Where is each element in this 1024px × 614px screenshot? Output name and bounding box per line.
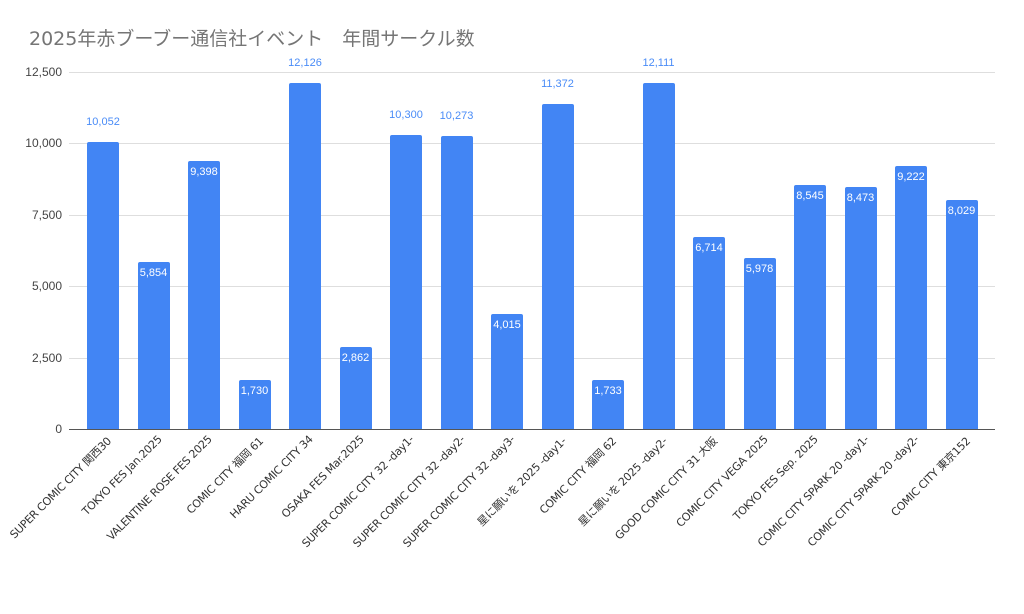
gridline [69, 72, 995, 73]
x-tick-label: SUPER COMIC CITY 32 -day1- [299, 432, 417, 551]
bar[interactable] [390, 134, 422, 429]
bar[interactable] [137, 261, 170, 429]
data-label: 10,052 [86, 115, 120, 128]
bar[interactable] [188, 160, 220, 429]
x-tick-label: COMIC CITY 福岡 62 [537, 434, 619, 517]
y-tick-label: 2,500 [31, 350, 62, 365]
bar[interactable] [743, 258, 776, 429]
data-label: 5,978 [745, 263, 774, 276]
bar[interactable] [895, 165, 927, 429]
bar[interactable] [794, 184, 826, 429]
x-tick-label: TOKYO FES Sep. 2025 [730, 432, 821, 523]
bar[interactable] [238, 379, 271, 429]
data-label: 11,372 [541, 78, 574, 91]
data-label: 2,862 [341, 352, 370, 365]
y-tick-label: 7,500 [31, 207, 62, 222]
x-tick-label: COMIC CITY 東京152 [888, 434, 973, 520]
x-tick-label: 星に願いを 2025 -day1- [474, 434, 569, 529]
data-label: 1,730 [240, 384, 269, 397]
x-tick-label: COMIC CITY VEGA 2025 [673, 432, 771, 530]
data-label: 9,222 [897, 170, 925, 183]
chart-title: 2025年赤ブーブー通信社イベント 年間サークル数 [29, 28, 475, 50]
bar[interactable] [844, 187, 877, 429]
bar[interactable] [945, 199, 978, 429]
data-label: 10,273 [439, 109, 474, 122]
plot-area: 0 2,500 5,000 7,500 10,000 12,500 10,052 SUPER … [7, 56, 995, 550]
x-axis-line [69, 428, 995, 430]
data-label: 6,714 [695, 242, 723, 255]
bar[interactable] [87, 141, 119, 429]
gridline [69, 357, 995, 359]
y-tick-label: 10,000 [25, 136, 62, 151]
bar[interactable] [440, 135, 473, 429]
bar[interactable] [289, 82, 321, 429]
bar[interactable] [642, 83, 675, 429]
data-label: 4,015 [493, 319, 521, 332]
gridline [69, 214, 995, 216]
bar[interactable] [592, 379, 624, 429]
gridline [69, 286, 995, 288]
data-label: 1,733 [594, 384, 622, 397]
data-label: 8,473 [846, 192, 875, 204]
data-label: 5,854 [139, 266, 168, 279]
x-tick-label: HARU COMIC CITY 34 [227, 432, 316, 522]
data-label: 12,126 [288, 56, 322, 69]
data-label: 12,111 [642, 57, 675, 70]
bar[interactable] [491, 314, 523, 429]
x-tick-label: COMIC CITY SPARK 20 -day1- [754, 432, 872, 550]
y-tick-label: 5,000 [31, 279, 62, 294]
data-label: 8,545 [796, 189, 824, 202]
data-label: 9,398 [190, 165, 218, 178]
bar[interactable] [541, 104, 574, 429]
y-tick-label: 12,500 [25, 65, 62, 79]
x-tick-label: COMIC CITY 福岡 61 [183, 434, 266, 517]
x-tick-label: SUPER COMIC CITY 32 -day2- [349, 432, 468, 551]
x-tick-label: GOOD COMIC CITY 31 大阪 [612, 434, 720, 543]
y-tick-label: 0 [55, 422, 62, 436]
bar[interactable] [693, 237, 725, 429]
gridline [69, 143, 995, 145]
data-label: 10,300 [389, 108, 423, 121]
data-label: 8,029 [947, 204, 976, 217]
bar[interactable] [339, 347, 372, 429]
x-tick-label: OSAKA FES Mar.2025 [278, 432, 367, 521]
